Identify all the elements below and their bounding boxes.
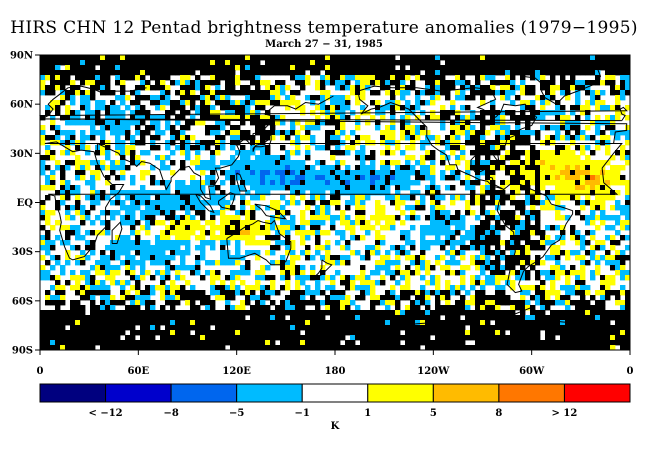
map-subtitle: March 27 − 31, 1985	[265, 39, 383, 50]
australia-coastline	[226, 219, 292, 266]
lat-tick-label: 90N	[10, 51, 33, 62]
lat-tick-label: 90S	[12, 346, 33, 357]
lat-tick-label: 60N	[10, 100, 33, 111]
lat-tick-label: 60S	[12, 296, 33, 307]
north-america-coastline	[357, 85, 538, 190]
sumatra-coastline	[195, 193, 215, 214]
colorbar-label: < −12	[88, 408, 122, 419]
colorbar-swatch	[301, 383, 369, 403]
colorbar-swatch	[563, 383, 631, 403]
colorbar-swatch	[498, 383, 565, 403]
colorbar-swatch	[236, 383, 303, 403]
colorbar-label: −8	[163, 408, 178, 419]
lat-tick-label: EQ	[17, 198, 34, 209]
lon-tick-label: 60E	[128, 366, 150, 377]
colorbar-label: −1	[295, 408, 310, 419]
lon-tick-label: 0	[37, 366, 44, 377]
colorbar-label: 5	[430, 408, 437, 419]
lon-tick-label: 60W	[519, 366, 545, 377]
south-america-coastline	[496, 182, 574, 294]
anomaly-field	[40, 55, 631, 351]
longitude-axis: 0 60E 120E 180 120W 60W 0	[37, 350, 634, 377]
britain-coastline	[39, 106, 628, 122]
colorbar-swatch	[432, 383, 500, 403]
philippines-coastline	[236, 172, 248, 192]
europe-coastline	[41, 85, 628, 144]
lon-tick-label: 0	[627, 366, 634, 377]
madagascar-coastline	[111, 221, 123, 244]
borneo-coastline	[218, 192, 236, 210]
latitude-axis: 90N 60N 30N EQ 30S 60S 90S	[10, 51, 40, 357]
colorbar-swatch	[367, 383, 434, 403]
lon-tick-label: 120W	[417, 366, 450, 377]
lat-tick-label: 30S	[12, 247, 33, 258]
africa-coastline	[44, 141, 623, 261]
colorbar-label: 8	[495, 408, 502, 419]
colorbar-swatch	[39, 383, 107, 403]
newguinea-coastline	[254, 203, 288, 220]
lat-tick-label: 30N	[10, 149, 33, 160]
colorbar-swatch	[105, 383, 172, 403]
map-title: HIRS CHN 12 Pentad brightness temperatur…	[10, 18, 638, 38]
colorbar: < −12 −8 −5 −1 1 5 8 > 12 K	[39, 383, 631, 432]
japan-coastline	[252, 134, 272, 152]
colorbar-label: −5	[229, 408, 244, 419]
greenland-coastline	[520, 64, 602, 105]
lon-tick-label: 120E	[222, 366, 251, 377]
asia-coastline	[96, 95, 334, 200]
coastlines	[39, 64, 631, 331]
colorbar-swatch	[170, 383, 238, 403]
antarctica-coastline	[39, 306, 631, 331]
colorbar-unit: K	[331, 421, 340, 432]
colorbar-label: 1	[364, 408, 371, 419]
newzealand-coastline	[313, 259, 333, 279]
colorbar-label: > 12	[552, 408, 578, 419]
lon-tick-label: 180	[325, 366, 346, 377]
